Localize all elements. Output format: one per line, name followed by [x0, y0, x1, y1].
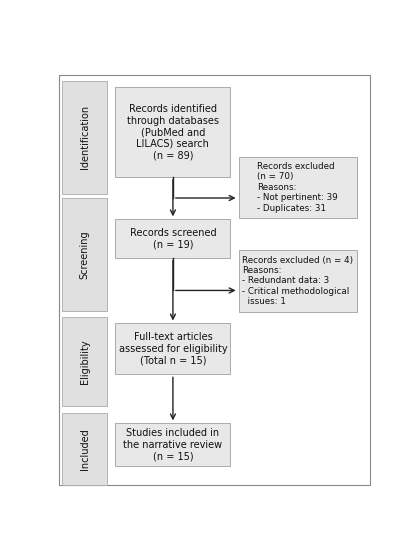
Text: Included: Included	[80, 428, 89, 470]
Text: Records excluded
(n = 70)
Reasons:
- Not pertinent: 39
- Duplicates: 31: Records excluded (n = 70) Reasons: - Not…	[257, 162, 338, 213]
Bar	[115, 219, 230, 257]
Text: Records identified
through databases
(PubMed and
LILACS) search
(n = 89): Records identified through databases (Pu…	[127, 104, 219, 160]
Text: Screening: Screening	[80, 230, 89, 279]
Bar	[62, 198, 107, 311]
Text: Identification: Identification	[80, 105, 89, 169]
Text: Records excluded (n = 4)
Reasons:
- Redundant data: 3
- Critical methodological
: Records excluded (n = 4) Reasons: - Redu…	[242, 256, 353, 306]
Text: Records screened
(n = 19): Records screened (n = 19)	[130, 227, 216, 249]
Bar	[239, 250, 357, 312]
Text: Eligibility: Eligibility	[80, 339, 89, 384]
Bar	[115, 323, 230, 374]
Bar	[239, 157, 357, 218]
Bar	[62, 413, 107, 485]
Bar	[62, 81, 107, 194]
Text: Studies included in
the narrative review
(n = 15): Studies included in the narrative review…	[123, 428, 222, 461]
Bar	[62, 317, 107, 406]
Bar	[115, 87, 230, 177]
Text: Full-text articles
assessed for eligibility
(Total n = 15): Full-text articles assessed for eligibil…	[119, 332, 227, 365]
Bar	[115, 423, 230, 466]
